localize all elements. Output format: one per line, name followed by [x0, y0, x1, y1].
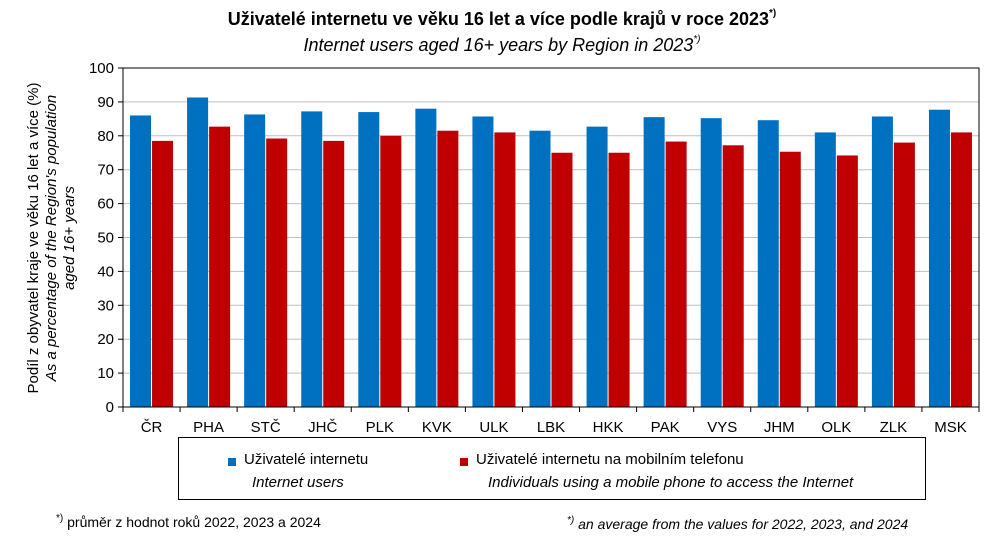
y-tick-label: 10	[97, 365, 114, 382]
y-axis-ticks: 0 10 20 30 40 50 60 70 80 90 100	[89, 60, 123, 416]
y-tick-label: 90	[97, 94, 114, 111]
y-tick-label: 70	[97, 162, 114, 179]
bar-internet-users	[757, 120, 779, 408]
bar-mobile-users	[608, 152, 630, 407]
footnote-cz-mark: *)	[56, 513, 64, 524]
bar-mobile-users	[266, 138, 288, 407]
bar-mobile-users	[551, 152, 573, 407]
bar-internet-users	[130, 115, 152, 408]
x-tick-label: VYS	[707, 419, 737, 436]
y-axis-label-en-line1: As a percentage of the Region's populati…	[43, 95, 60, 382]
bar-internet-users	[472, 116, 494, 408]
chart-subtitle-text: Internet users aged 16+ years by Region …	[303, 35, 694, 55]
x-tick-label: MSK	[934, 419, 967, 436]
legend-label-mobile-users-en: Individuals using a mobile phone to acce…	[488, 474, 854, 491]
x-tick-label: OLK	[821, 419, 851, 436]
bar-mobile-users	[836, 155, 858, 407]
bar-mobile-users	[893, 142, 915, 407]
footnote-en-mark: *)	[567, 515, 575, 526]
bar-mobile-users	[950, 132, 972, 407]
legend-swatch-internet-users	[228, 458, 236, 466]
x-tick-label: KVK	[422, 419, 452, 436]
y-tick-label: 100	[89, 60, 114, 77]
chart-title-footnote-mark: *)	[769, 8, 777, 19]
x-tick-label: PHA	[193, 419, 224, 436]
bar-mobile-users	[323, 140, 345, 407]
legend: Uživatelé internetu Internet users Uživa…	[178, 437, 926, 500]
footnote-cz: *) průměr z hodnot roků 2022, 2023 a 202…	[56, 513, 321, 530]
legend-swatch-mobile-users	[460, 458, 468, 466]
x-tick-label: HKK	[593, 419, 624, 436]
x-tick-label: JHM	[764, 419, 795, 436]
bar-internet-users	[814, 132, 836, 407]
chart-subtitle-footnote-mark: *)	[693, 34, 701, 45]
x-tick-label: STČ	[251, 419, 281, 436]
y-tick-label: 40	[97, 263, 114, 280]
chart-subtitle: Internet users aged 16+ years by Region …	[0, 34, 1004, 56]
footnote-en: *) an average from the values for 2022, …	[567, 515, 909, 532]
bar-internet-users	[586, 126, 608, 407]
y-tick-label: 60	[97, 196, 114, 213]
bar-mobile-users	[209, 126, 231, 407]
bar-internet-users	[700, 118, 722, 407]
x-axis-ticks: ČR PHA STČ JHČ PLK KVK ULK LBK HKK PAK VYS JHM OLK ZL…	[122, 407, 980, 436]
legend-label-mobile-users: Uživatelé internetu na mobilním telefonu	[476, 451, 744, 468]
bars	[130, 97, 972, 408]
bar-mobile-users	[380, 135, 402, 408]
bar-mobile-users	[437, 130, 459, 407]
y-tick-label: 20	[97, 331, 114, 348]
y-tick-label: 50	[97, 230, 114, 247]
x-tick-label: JHČ	[308, 419, 337, 436]
bar-internet-users	[244, 114, 266, 408]
x-tick-label: PLK	[366, 419, 394, 436]
y-axis-label: Podíl z obyvatel kraje ve věku 16 let a …	[25, 83, 42, 394]
bar-mobile-users	[722, 145, 744, 408]
bar-internet-users	[928, 109, 950, 408]
chart-title-text: Uživatelé internetu ve věku 16 let a víc…	[227, 9, 770, 29]
footnote-en-text: an average from the values for 2022, 202…	[578, 516, 909, 532]
y-tick-label: 0	[106, 399, 114, 416]
bar-mobile-users	[152, 140, 174, 407]
bar-internet-users	[529, 130, 551, 407]
bar-mobile-users	[494, 132, 516, 407]
footnote-cz-text: průměr z hodnot roků 2022, 2023 a 2024	[67, 514, 321, 530]
legend-label-internet-users: Uživatelé internetu	[244, 451, 369, 468]
x-tick-label: PAK	[651, 419, 680, 436]
chart-title: Uživatelé internetu ve věku 16 let a víc…	[0, 8, 1004, 30]
bar-mobile-users	[779, 151, 801, 407]
bar-mobile-users	[665, 141, 687, 408]
x-tick-label: ČR	[141, 419, 163, 436]
bar-internet-users	[187, 97, 209, 408]
gridlines	[123, 101, 979, 374]
y-tick-label: 80	[97, 128, 114, 145]
bar-internet-users	[415, 108, 437, 408]
bar-internet-users	[871, 116, 893, 408]
bar-internet-users	[301, 111, 323, 407]
bar-internet-users	[643, 117, 665, 407]
x-tick-label: ULK	[479, 419, 508, 436]
bar-internet-users	[358, 112, 380, 407]
x-tick-label: LBK	[537, 419, 565, 436]
legend-label-internet-users-en: Internet users	[252, 474, 344, 491]
y-axis-label-en-line2: aged 16+ years	[61, 186, 78, 290]
y-tick-label: 30	[97, 297, 114, 314]
x-tick-label: ZLK	[880, 419, 908, 436]
